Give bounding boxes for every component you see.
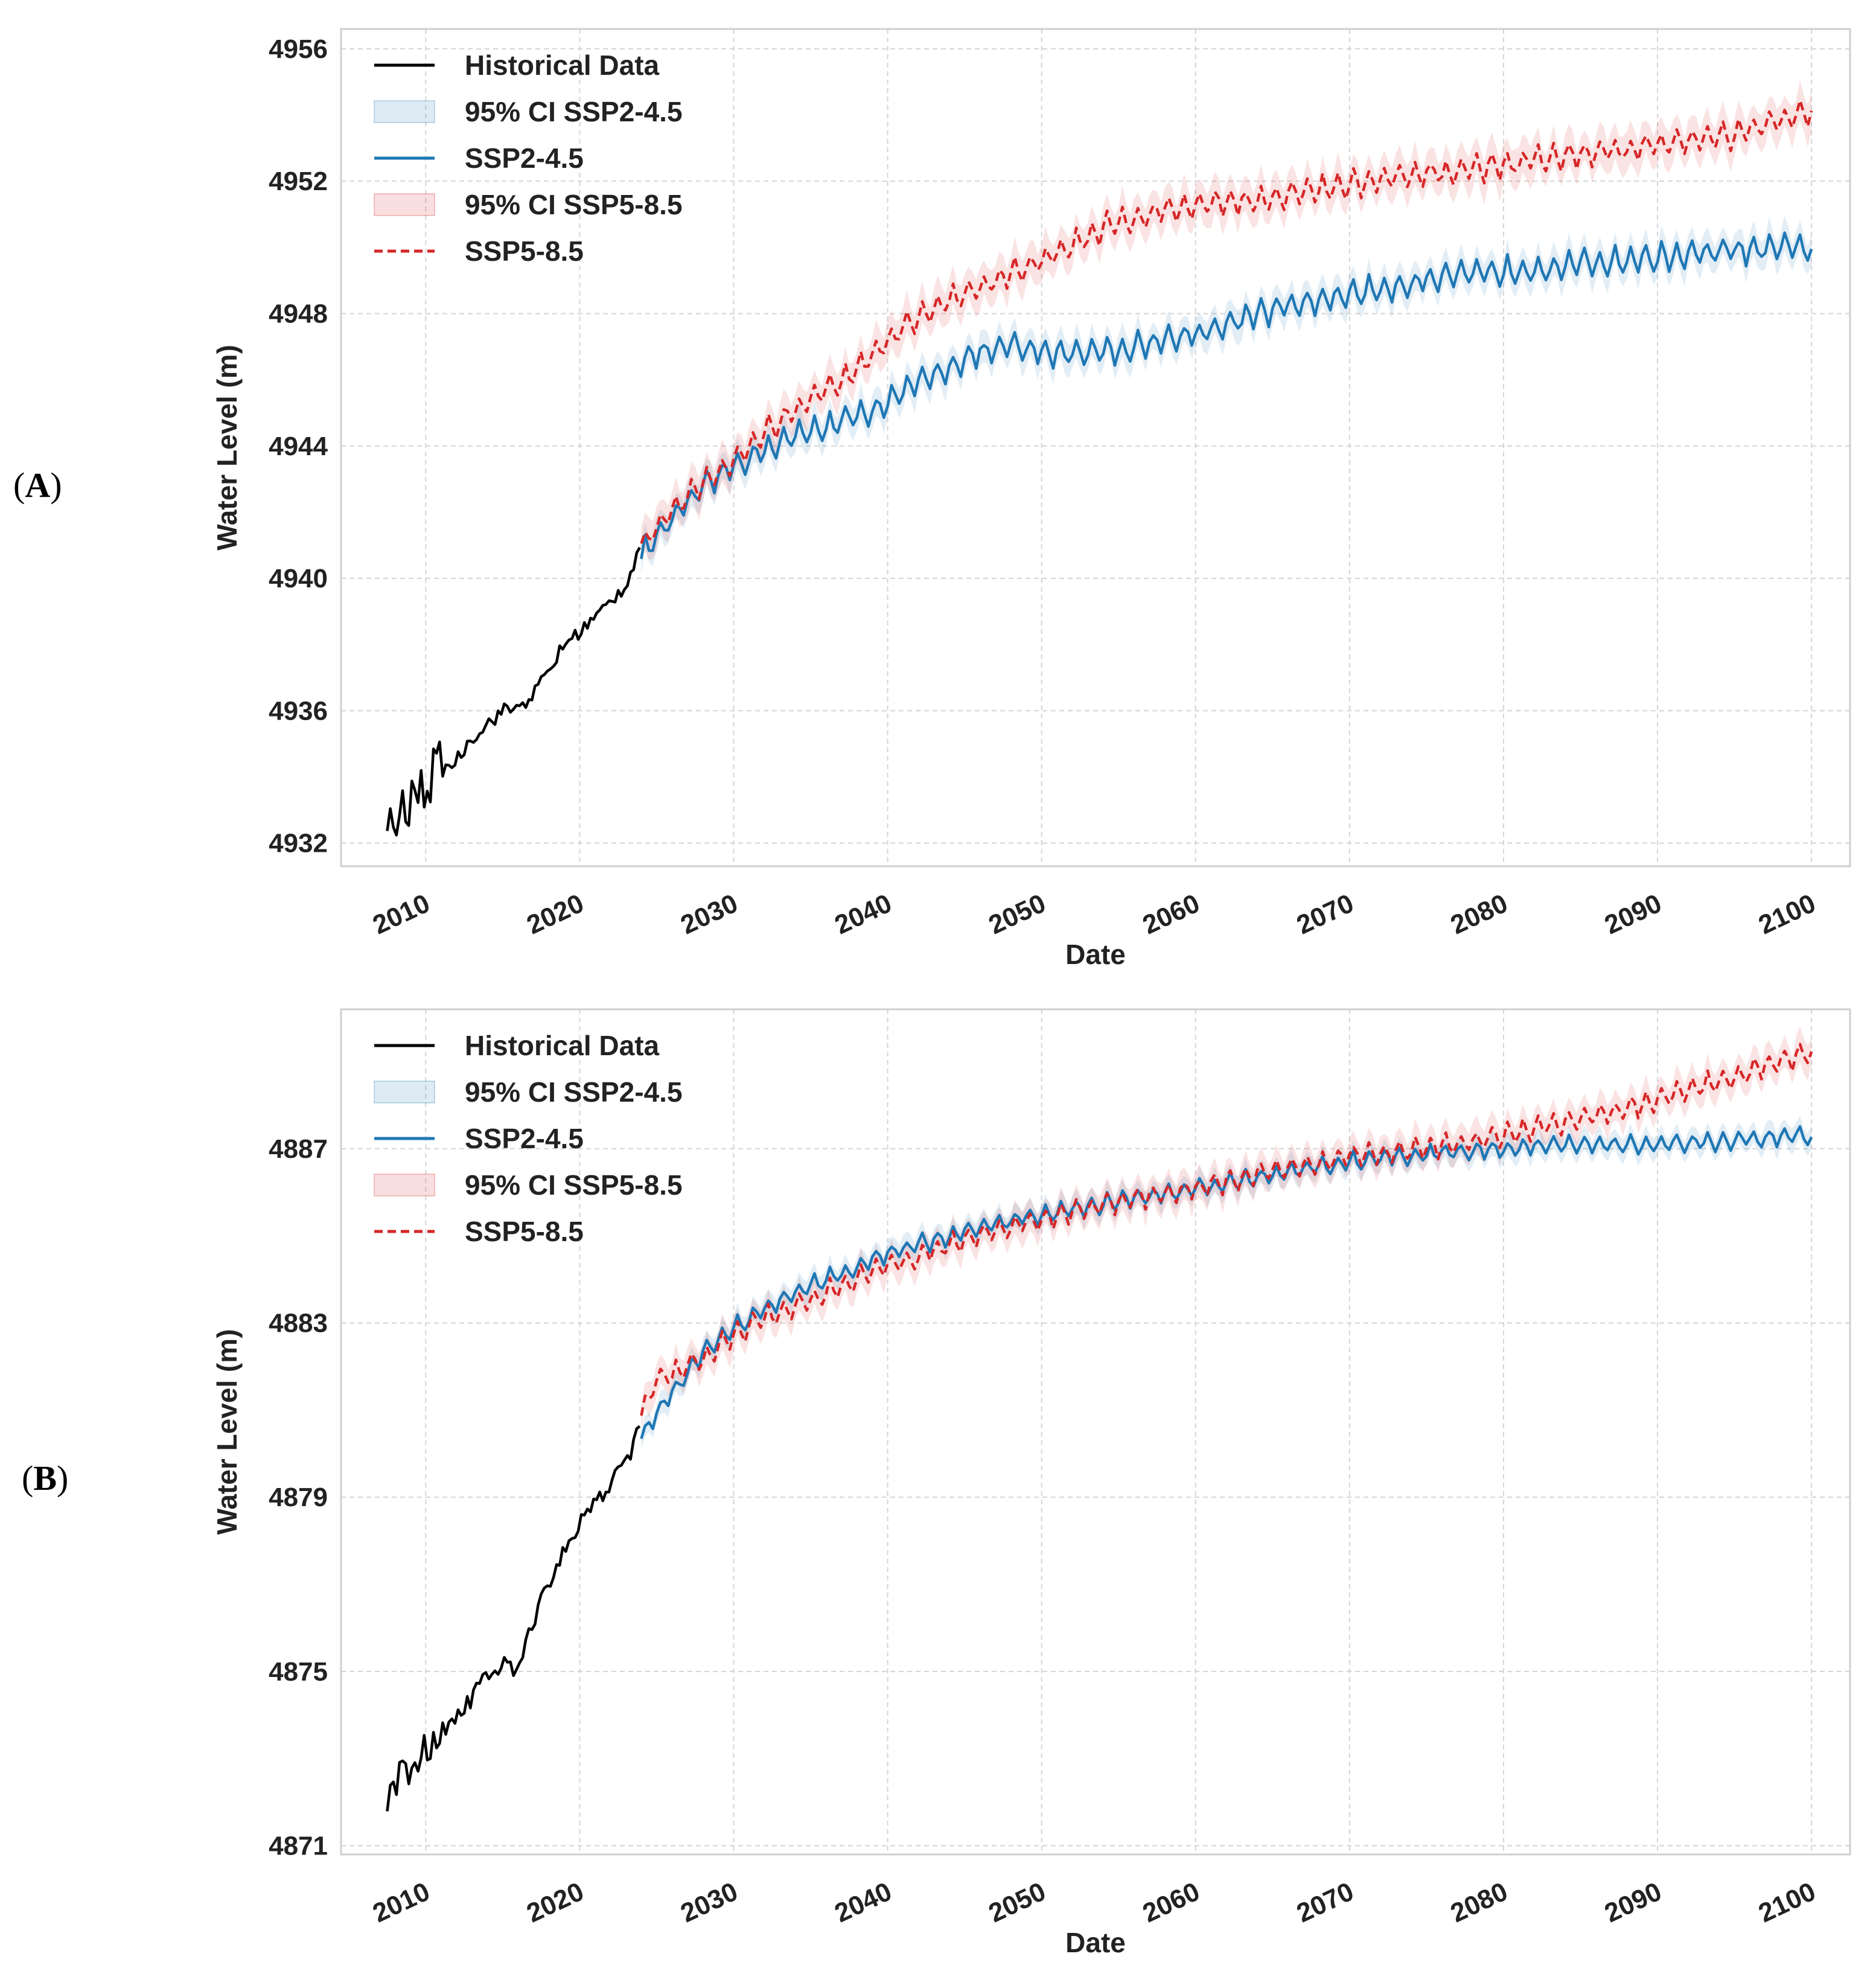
panel-b-xtick-label: 2020 bbox=[522, 1877, 588, 1929]
panel-a-plot-area bbox=[341, 29, 1850, 866]
panel-b-data bbox=[386, 1026, 1813, 1812]
panel-b-legend-swatch-ci-ssp585 bbox=[374, 1174, 435, 1196]
panel-a-line-ssp245 bbox=[640, 231, 1813, 560]
panel-b-xtick-label: 2060 bbox=[1138, 1877, 1204, 1929]
panel-a-xtick-label: 2060 bbox=[1138, 889, 1204, 940]
panel-a-letter: A bbox=[25, 465, 51, 505]
panel-b-xtick-label: 2080 bbox=[1446, 1877, 1512, 1929]
panel-b-y-axis-label: Water Level (m) bbox=[211, 1329, 243, 1535]
panel-a-ytick-label: 4936 bbox=[269, 696, 328, 726]
panel-b-ytick-label: 4875 bbox=[269, 1657, 328, 1687]
panel-a-y-axis-label: Water Level (m) bbox=[211, 345, 243, 551]
panel-a-xtick-label: 2050 bbox=[984, 889, 1050, 940]
panel-b-legend-label: Historical Data bbox=[465, 1030, 660, 1061]
panel-b-ytick-label: 4887 bbox=[269, 1134, 328, 1164]
panel-a-legend-swatch-ci-ssp585 bbox=[374, 193, 435, 216]
panel-b-xtick-label: 2010 bbox=[368, 1877, 434, 1929]
panel-a-ytick-label: 4940 bbox=[269, 564, 328, 593]
panel-a-chart: 4932 4936 4940 4944 4948 4952 4956 2010 2020 2030… bbox=[211, 28, 1851, 970]
panel-a-legend-label: Historical Data bbox=[465, 50, 660, 81]
panel-a-ytick-label: 4932 bbox=[269, 829, 328, 858]
panel-b-xtick-label: 2050 bbox=[984, 1877, 1050, 1929]
panel-b-ytick-label: 4883 bbox=[269, 1309, 328, 1338]
panel-b-xtick-label: 2090 bbox=[1600, 1877, 1666, 1929]
panel-b-ytick-label: 4879 bbox=[269, 1483, 328, 1512]
panel-b-paren-close: ) bbox=[57, 1458, 69, 1498]
panel-a-xtick-label: 2020 bbox=[522, 889, 588, 940]
panel-a-ci-ssp585 bbox=[641, 80, 1812, 560]
panel-a-line-ssp585 bbox=[640, 98, 1813, 544]
panel-a-legend-swatch-ci-ssp245 bbox=[374, 100, 435, 123]
panel-b-chart: 4871 4875 4879 4883 4887 2010 2020 2030 2040 2050… bbox=[211, 1008, 1851, 1958]
panel-label-a: (A) bbox=[13, 465, 62, 505]
panel-b-line-ssp585 bbox=[640, 1043, 1813, 1416]
panel-b-plot-area bbox=[341, 1009, 1850, 1854]
panel-b-ytick-label: 4871 bbox=[269, 1832, 328, 1861]
panel-b-xtick-label: 2040 bbox=[830, 1877, 896, 1929]
panel-b-legend-label: SSP2-4.5 bbox=[465, 1123, 584, 1154]
panel-a-legend-label: SSP2-4.5 bbox=[465, 142, 584, 174]
panel-b-legend-swatch-ci-ssp245 bbox=[374, 1081, 435, 1103]
panel-a-data bbox=[386, 80, 1813, 837]
panel-b-x-axis-label: Date bbox=[1065, 1927, 1126, 1958]
panel-a-ytick-label: 4956 bbox=[269, 34, 328, 64]
panel-b-letter: B bbox=[33, 1458, 57, 1498]
panel-a-xtick-label: 2070 bbox=[1292, 889, 1358, 940]
panel-a-xtick-label: 2030 bbox=[676, 889, 742, 940]
panel-a-ytick-label: 4944 bbox=[269, 432, 328, 461]
panel-a-paren-open: ( bbox=[13, 465, 25, 505]
panel-a-frame bbox=[340, 28, 1851, 867]
panel-b-line-historical bbox=[386, 1425, 641, 1812]
panel-a-legend-label: SSP5-8.5 bbox=[465, 235, 584, 267]
panel-b-xtick-label: 2030 bbox=[676, 1877, 742, 1929]
panel-b-legend-label: 95% CI SSP2-4.5 bbox=[465, 1076, 683, 1108]
panel-a-legend-label: 95% CI SSP2-4.5 bbox=[465, 96, 683, 127]
panel-b-ci-ssp585 bbox=[641, 1026, 1812, 1429]
panel-a-paren-close: ) bbox=[50, 465, 62, 505]
panel-b-xtick-label: 2100 bbox=[1754, 1877, 1820, 1929]
panel-a-ytick-label: 4952 bbox=[269, 167, 328, 196]
panel-a-legend-label: 95% CI SSP5-8.5 bbox=[465, 189, 683, 220]
panel-a-line-historical bbox=[386, 546, 641, 837]
panel-a-ytick-label: 4948 bbox=[269, 299, 328, 328]
panel-a-xtick-label: 2010 bbox=[368, 889, 434, 940]
panel-a-xtick-label: 2090 bbox=[1600, 889, 1666, 940]
panel-b-paren-open: ( bbox=[22, 1458, 34, 1498]
panel-a-xtick-label: 2040 bbox=[830, 889, 896, 940]
panel-a-xtick-label: 2100 bbox=[1754, 889, 1820, 940]
panel-b-legend-label: SSP5-8.5 bbox=[465, 1216, 584, 1247]
panel-label-b: (B) bbox=[22, 1458, 68, 1498]
panel-b-legend-label: 95% CI SSP5-8.5 bbox=[465, 1169, 683, 1201]
panel-b-frame bbox=[340, 1008, 1851, 1856]
panel-a-xtick-label: 2080 bbox=[1446, 889, 1512, 940]
panel-b-xtick-label: 2070 bbox=[1292, 1877, 1358, 1929]
panel-a-x-axis-label: Date bbox=[1065, 939, 1126, 970]
